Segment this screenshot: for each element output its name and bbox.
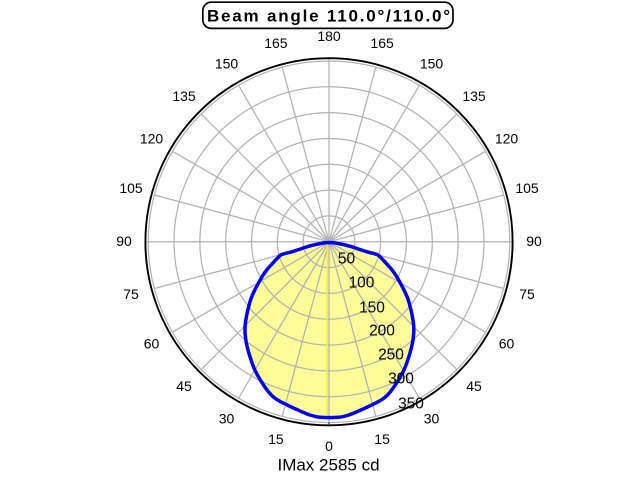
svg-text:105: 105 — [119, 180, 143, 196]
svg-text:200: 200 — [369, 323, 395, 340]
svg-text:75: 75 — [123, 286, 139, 302]
svg-text:250: 250 — [378, 347, 404, 364]
svg-text:IMax 2585 cd: IMax 2585 cd — [277, 456, 379, 475]
svg-text:15: 15 — [268, 431, 284, 447]
svg-text:30: 30 — [424, 411, 440, 427]
svg-text:60: 60 — [499, 336, 515, 352]
svg-text:0: 0 — [325, 438, 333, 454]
svg-text:30: 30 — [219, 411, 235, 427]
svg-text:150: 150 — [420, 56, 444, 72]
svg-text:90: 90 — [116, 233, 132, 249]
svg-text:100: 100 — [349, 275, 375, 292]
svg-text:150: 150 — [215, 56, 239, 72]
svg-text:180: 180 — [317, 28, 341, 44]
svg-text:120: 120 — [140, 131, 164, 147]
svg-text:150: 150 — [359, 300, 385, 317]
svg-text:135: 135 — [462, 88, 486, 104]
svg-text:105: 105 — [515, 180, 539, 196]
svg-text:90: 90 — [526, 233, 542, 249]
svg-text:45: 45 — [466, 378, 482, 394]
svg-text:300: 300 — [388, 371, 414, 388]
svg-text:45: 45 — [176, 378, 192, 394]
svg-text:120: 120 — [495, 131, 519, 147]
svg-text:350: 350 — [398, 396, 424, 413]
svg-text:135: 135 — [172, 88, 196, 104]
svg-text:Beam angle 110.0°/110.0°: Beam angle 110.0°/110.0° — [207, 7, 452, 26]
svg-text:15: 15 — [374, 431, 390, 447]
svg-text:165: 165 — [264, 35, 288, 51]
svg-text:165: 165 — [370, 35, 394, 51]
svg-text:50: 50 — [338, 251, 356, 268]
svg-text:75: 75 — [519, 286, 535, 302]
svg-text:60: 60 — [144, 336, 160, 352]
